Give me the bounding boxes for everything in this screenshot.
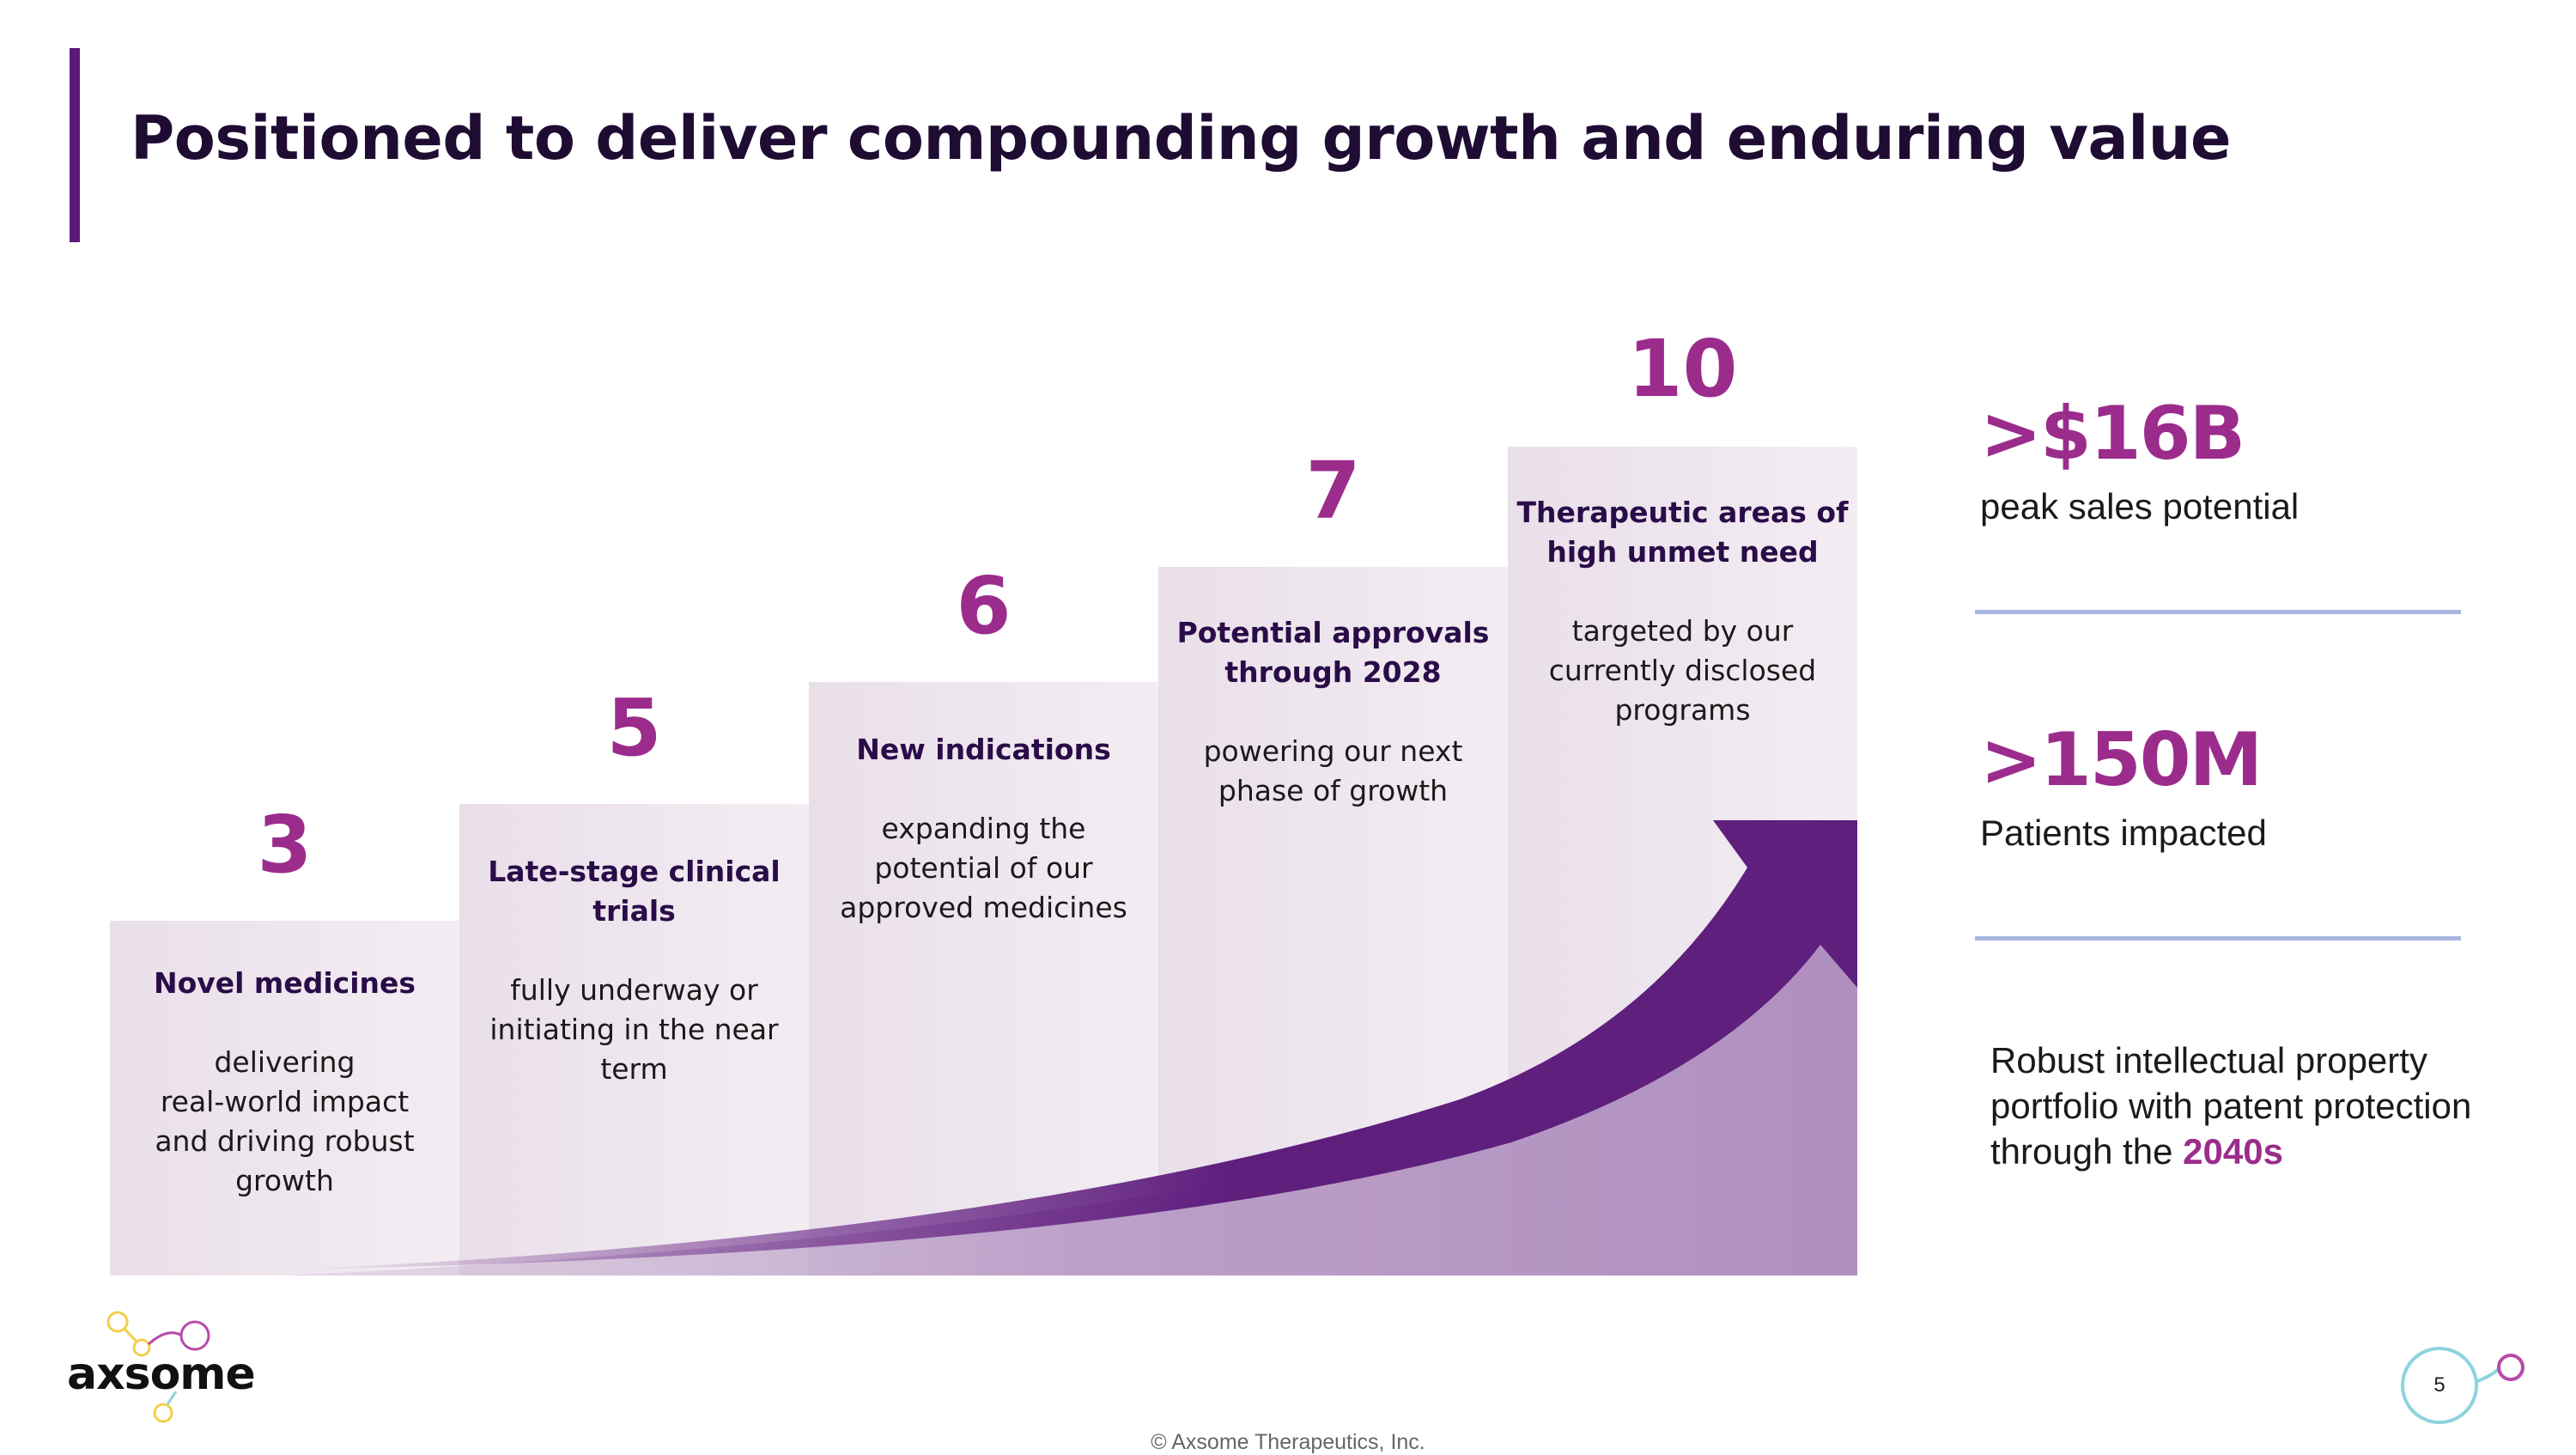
growth-area: [283, 945, 1857, 1275]
stat-peak-sales-label: peak sales potential: [1980, 486, 2300, 527]
step-block-1: [110, 921, 459, 1275]
copyright-footer: © Axsome Therapeutics, Inc.: [1151, 1430, 1425, 1454]
step-2-text: Late-stage clinical trials fully underway…: [459, 852, 809, 1089]
ip-statement: Robust intellectual property portfolio w…: [1990, 1038, 2506, 1174]
step-5-heading: Therapeutic areas of high unmet need: [1516, 496, 1849, 569]
step-1-number: 3: [257, 799, 313, 891]
step-5-description: targeted by our currently disclosed progra…: [1548, 614, 1817, 727]
step-3-description: expanding the potential of our approved me…: [840, 812, 1127, 924]
step-1-description: delivering real-world impact and driving r…: [155, 1045, 415, 1197]
step-4-text: Potential approvals through 2028 powering…: [1158, 613, 1508, 811]
step-5-number: 10: [1627, 323, 1738, 415]
step-1-heading: Novel medicines: [153, 966, 416, 1000]
step-3-text: New indications expanding the potential o…: [809, 730, 1158, 928]
step-2-number: 5: [606, 682, 662, 774]
stat-patients-value: >150M: [1980, 717, 2263, 803]
company-logo-text: axsome: [67, 1348, 256, 1400]
step-1-text: Novel medicines delivering real-world imp…: [110, 964, 459, 1201]
stat-peak-sales-value: >$16B: [1980, 391, 2245, 477]
step-4-description: powering our next phase of growth: [1203, 734, 1463, 807]
step-3-number: 6: [956, 560, 1012, 652]
step-4-number: 7: [1305, 445, 1361, 537]
molecule-logo-icon: [106, 1311, 210, 1423]
step-2-heading: Late-stage clinical trials: [488, 855, 781, 928]
ip-highlight: 2040s: [2183, 1131, 2283, 1172]
stat-patients: >150M Patients impacted: [1980, 723, 2267, 854]
step-block-2: [459, 804, 809, 1275]
stat-divider-1: [1975, 610, 2461, 614]
step-block-3: [809, 682, 1158, 1275]
page-badge-tail-icon: [2473, 1354, 2524, 1385]
step-5-text: Therapeutic areas of high unmet need targ…: [1508, 493, 1857, 730]
page-title: Positioned to deliver compounding growth…: [131, 103, 2232, 174]
ip-statement-text: Robust intellectual property portfolio w…: [1990, 1040, 2472, 1172]
stat-peak-sales: >$16B peak sales potential: [1980, 397, 2299, 527]
step-2-description: fully underway or initiating in the near t…: [489, 973, 779, 1086]
step-4-heading: Potential approvals through 2028: [1176, 616, 1490, 689]
stat-patients-label: Patients impacted: [1980, 813, 2267, 853]
page-number: 5: [2401, 1347, 2478, 1424]
step-3-heading: New indications: [856, 733, 1111, 766]
stat-divider-2: [1975, 936, 2461, 941]
title-accent-bar: [70, 48, 80, 242]
